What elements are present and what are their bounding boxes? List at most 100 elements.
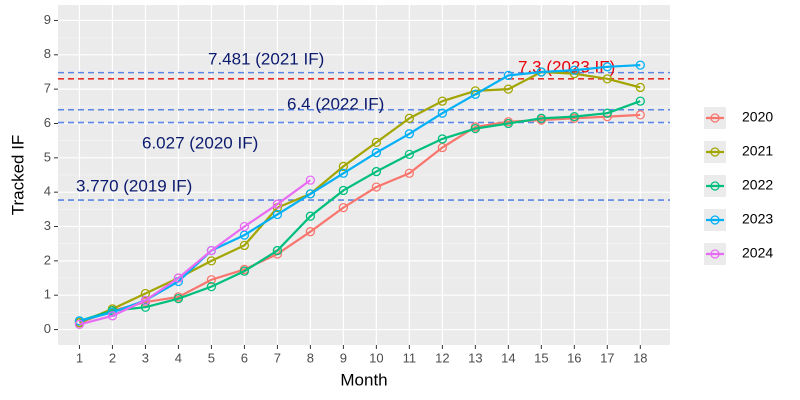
annotation: 7.481 (2021 IF) — [208, 49, 324, 68]
point — [140, 302, 151, 312]
x-tick-label: 14 — [501, 350, 515, 365]
point — [338, 185, 349, 196]
legend-point — [710, 215, 720, 225]
point — [206, 281, 217, 292]
point — [470, 89, 480, 99]
series-line — [79, 179, 312, 326]
x-tick-label: 17 — [600, 350, 614, 365]
legend-point — [710, 249, 720, 259]
grid — [58, 5, 670, 345]
point — [536, 67, 546, 77]
point — [404, 149, 415, 160]
point — [371, 166, 382, 177]
point — [239, 266, 250, 276]
point — [404, 129, 415, 139]
point — [140, 295, 151, 306]
y-tick-label: 2 — [44, 252, 51, 267]
point — [569, 65, 579, 75]
annotation: 6.027 (2020 IF) — [142, 133, 258, 152]
y-tick-label: 6 — [44, 115, 51, 130]
point — [239, 221, 250, 232]
point — [140, 288, 151, 299]
point — [305, 189, 316, 199]
legend-label: 2022 — [742, 177, 773, 193]
x-tick-label: 10 — [369, 350, 383, 365]
y-tick-label: 0 — [44, 321, 51, 336]
point — [404, 113, 415, 123]
x-tick-label: 4 — [175, 350, 182, 365]
legend-label: 2021 — [742, 143, 773, 159]
series-line — [79, 64, 641, 323]
x-tick-label: 8 — [307, 350, 314, 365]
point — [602, 74, 612, 84]
y-tick-label: 3 — [44, 218, 51, 233]
point — [272, 245, 283, 256]
point — [635, 96, 645, 106]
point — [371, 182, 382, 192]
x-tick-label: 3 — [142, 350, 149, 365]
x-tick-label: 7 — [274, 350, 281, 365]
point — [569, 111, 579, 122]
point — [635, 60, 645, 70]
marks: 7.481 (2021 IF) 7.3 (2023 IF)6.4 (2022 IF… — [58, 49, 670, 330]
x-tick-label: 1 — [76, 350, 83, 365]
annotation: 3.770 (2019 IF) — [76, 176, 192, 195]
series-line — [79, 100, 641, 323]
x-tick-label: 2 — [109, 350, 116, 365]
annotation: 6.4 (2022 IF) — [287, 94, 384, 113]
point — [206, 256, 217, 266]
point — [635, 82, 645, 93]
point — [338, 161, 349, 172]
x-axis-title: Month — [340, 370, 387, 389]
point — [503, 84, 513, 94]
point — [371, 148, 382, 158]
point — [437, 108, 448, 118]
x-tick-label: 18 — [633, 350, 647, 365]
point — [305, 211, 316, 221]
point — [305, 175, 316, 185]
y-axis-title: Tracked IF — [8, 135, 27, 216]
point — [536, 113, 546, 123]
x-tick-label: 16 — [567, 350, 581, 365]
y-tick-label: 9 — [44, 12, 51, 27]
x-tick-label: 15 — [534, 350, 548, 365]
y-tick-label: 1 — [44, 287, 51, 302]
y-tick-label: 4 — [44, 184, 51, 199]
legend-point — [710, 147, 720, 157]
point — [602, 62, 612, 72]
point — [371, 137, 382, 148]
point — [272, 209, 283, 220]
x-tick-label: 13 — [468, 350, 482, 365]
point — [635, 110, 645, 120]
point — [437, 134, 448, 144]
y-tick-label: 8 — [44, 46, 51, 61]
point — [503, 70, 513, 81]
x-tick-label: 11 — [403, 350, 417, 365]
point — [239, 240, 250, 251]
point — [272, 199, 283, 209]
point — [338, 202, 349, 213]
point — [74, 316, 85, 326]
x-tick-label: 6 — [241, 350, 248, 365]
point — [107, 311, 118, 321]
point — [602, 108, 612, 118]
point — [173, 293, 184, 304]
x-tick-label: 9 — [340, 350, 347, 365]
legend-label: 2020 — [742, 109, 773, 125]
x-tick-label: 5 — [208, 350, 215, 365]
point — [74, 319, 85, 330]
y-tick-label: 5 — [44, 149, 51, 164]
x-tick-label: 12 — [435, 350, 449, 365]
point — [470, 123, 480, 134]
point — [437, 96, 448, 106]
legend-label: 2024 — [742, 245, 773, 261]
point — [338, 168, 349, 178]
point — [503, 118, 513, 129]
point — [173, 273, 184, 283]
legend-label: 2023 — [742, 211, 773, 227]
point — [404, 168, 415, 178]
legend-point — [710, 181, 720, 191]
y-tick-label: 7 — [44, 81, 51, 96]
legend-point — [710, 113, 720, 123]
point — [206, 275, 217, 285]
